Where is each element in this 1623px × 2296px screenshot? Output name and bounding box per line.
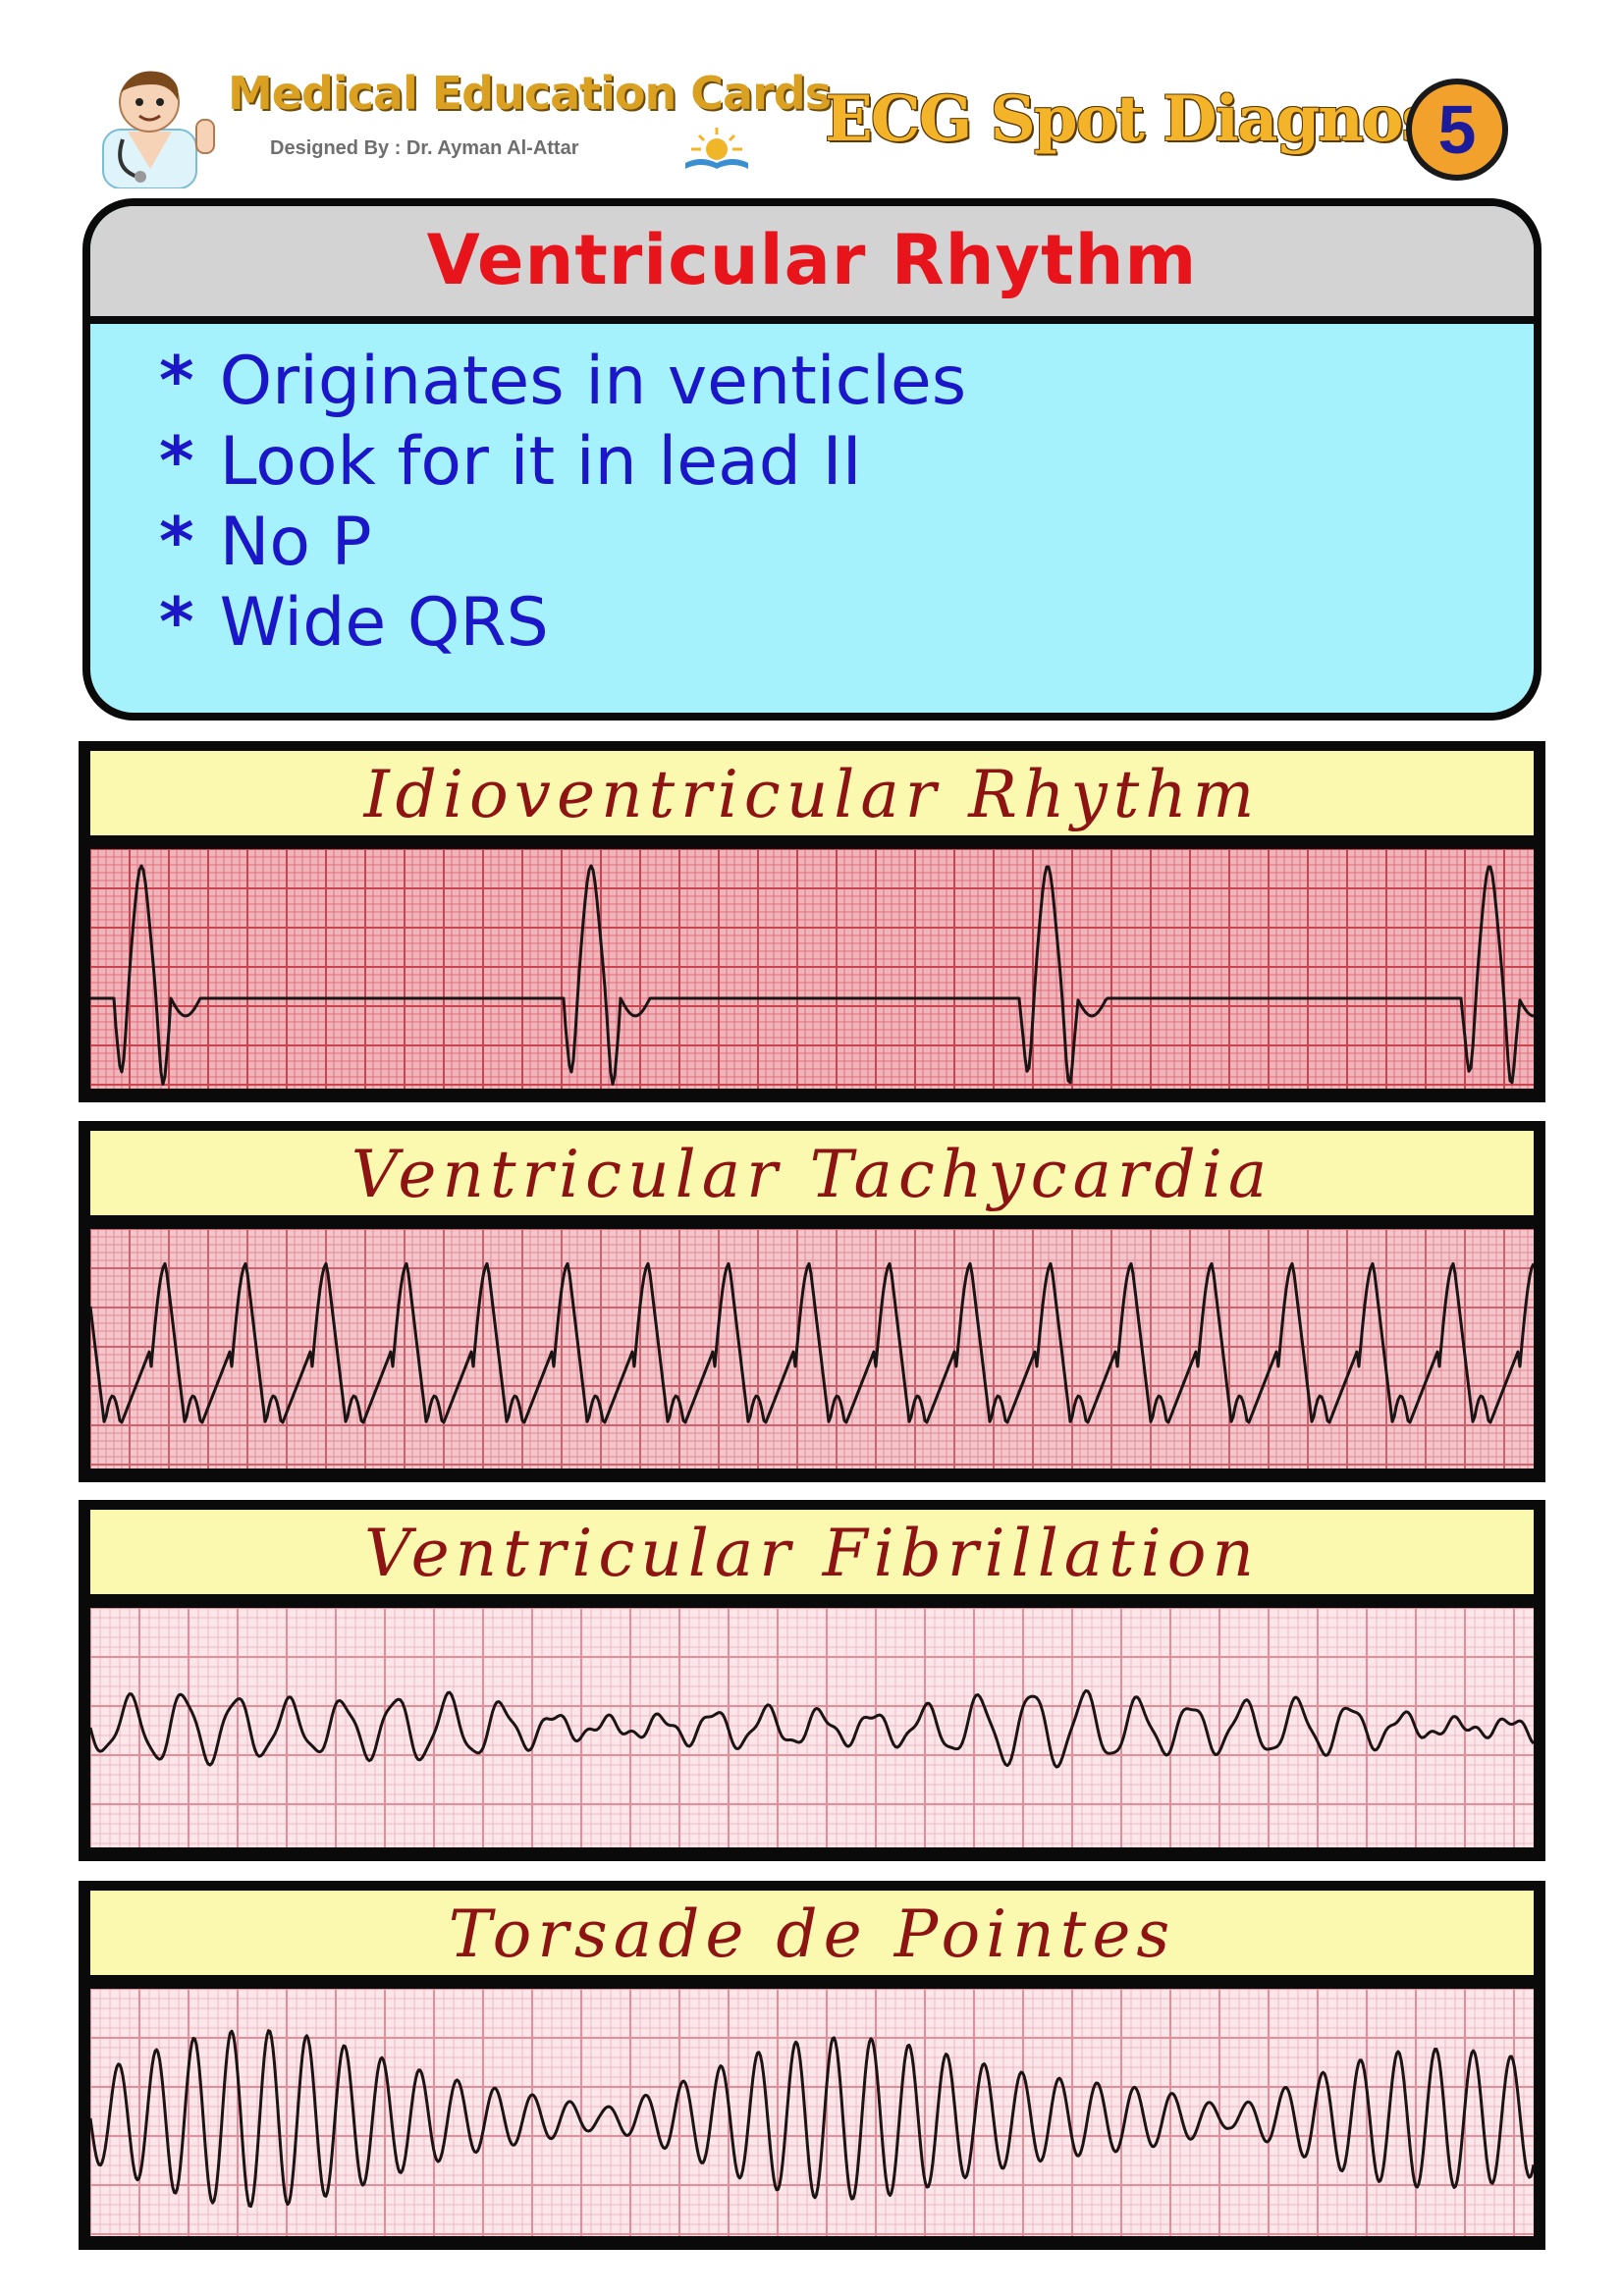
- card-header: Medical Education Cards Designed By : Dr…: [0, 0, 1623, 196]
- point-text: No P: [219, 504, 372, 581]
- strip-title-bar: Ventricular Fibrillation: [90, 1510, 1534, 1594]
- key-points-list: * Originates in venticles * Look for it in…: [90, 324, 1534, 664]
- ecg-tracing-torsade-de-pointes: [90, 1989, 1534, 2236]
- bullet-star: *: [159, 423, 194, 501]
- brand-subtitle: Designed By : Dr. Ayman Al-Attar: [270, 137, 579, 159]
- ecg-tracing-ventricular-tachycardia: [90, 1229, 1534, 1468]
- point-text: Look for it in lead II: [219, 423, 862, 501]
- strip-title-bar: Ventricular Tachycardia: [90, 1131, 1534, 1215]
- strip-title: Idioventricular Rhythm: [363, 757, 1261, 832]
- list-item: * Wide QRS: [159, 583, 1534, 664]
- torsade-de-pointes-panel: Torsade de Pointes: [79, 1881, 1545, 2250]
- strip-title-bar: Idioventricular Rhythm: [90, 751, 1534, 835]
- strip-title-bar: Torsade de Pointes: [90, 1891, 1534, 1975]
- point-text: Originates in venticles: [219, 343, 967, 420]
- bullet-star: *: [159, 343, 194, 420]
- info-card-title: Ventricular Rhythm: [426, 220, 1198, 300]
- ventricular-rhythm-card: Ventricular Rhythm * Originates in ventic…: [82, 198, 1542, 721]
- card-title: ECG Spot Diagnosis: [825, 82, 1492, 156]
- ecg-strip: [90, 849, 1534, 1089]
- brand-title: Medical Education Cards: [228, 67, 832, 120]
- bullet-star: *: [159, 504, 194, 581]
- ventricular-tachycardia-panel: Ventricular Tachycardia: [79, 1121, 1545, 1482]
- doctor-mascot-icon: [102, 71, 215, 188]
- ecg-tracing-ventricular-fibrillation: [90, 1608, 1534, 1847]
- bullet-star: *: [159, 584, 194, 662]
- idioventricular-rhythm-panel: Idioventricular Rhythm: [79, 741, 1545, 1102]
- list-item: * Look for it in lead II: [159, 422, 1534, 503]
- strip-title: Ventricular Tachycardia: [351, 1137, 1273, 1212]
- info-card-header: Ventricular Rhythm: [90, 206, 1534, 324]
- card-number-badge: 5: [1406, 79, 1508, 181]
- ecg-tracing-idioventricular: [90, 849, 1534, 1089]
- strip-title: Ventricular Fibrillation: [363, 1516, 1261, 1591]
- ventricular-fibrillation-panel: Ventricular Fibrillation: [79, 1500, 1545, 1861]
- list-item: * No P: [159, 503, 1534, 583]
- strip-title: Torsade de Pointes: [448, 1896, 1176, 1972]
- ecg-strip: [90, 1989, 1534, 2236]
- list-item: * Originates in venticles: [159, 342, 1534, 422]
- ecg-strip: [90, 1608, 1534, 1847]
- ecg-strip: [90, 1229, 1534, 1468]
- sun-book-logo-icon: [685, 128, 748, 169]
- point-text: Wide QRS: [219, 584, 549, 662]
